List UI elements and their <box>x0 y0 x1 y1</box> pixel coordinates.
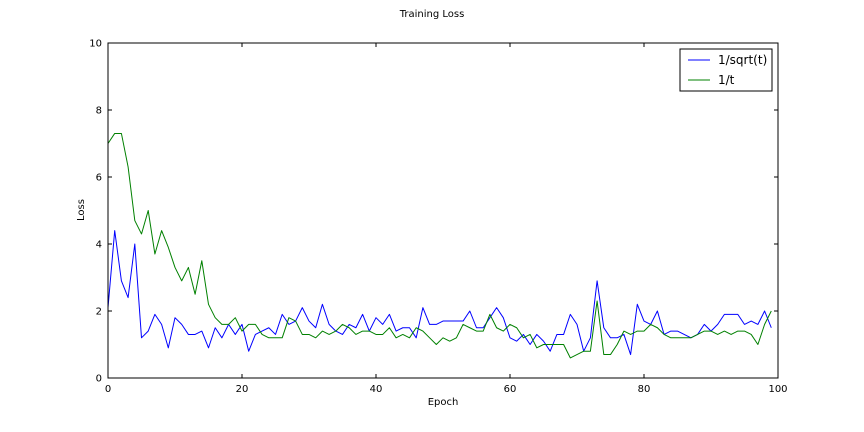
legend-label-1: 1/t <box>718 73 735 87</box>
y-tick-label: 6 <box>96 173 102 184</box>
tick-layer: 0 20 40 60 80 100 0 2 4 6 8 10 <box>89 39 787 396</box>
x-axis-label: Epoch <box>428 397 459 408</box>
series-layer <box>107 132 772 359</box>
x-tick-label: 80 <box>638 384 651 395</box>
series-line-1 <box>107 132 772 359</box>
legend-label-0: 1/sqrt(t) <box>718 53 767 67</box>
y-tick-label: 8 <box>96 106 102 117</box>
y-tick-label: 2 <box>96 307 102 318</box>
y-axis-label: Loss <box>76 199 87 221</box>
y-tick-label: 0 <box>96 374 102 385</box>
y-tick-label: 10 <box>89 39 102 50</box>
x-tick-label: 0 <box>105 384 111 395</box>
legend: 1/sqrt(t) 1/t <box>679 48 773 92</box>
x-tick-label: 100 <box>768 384 787 395</box>
plot-area-frame <box>107 42 779 379</box>
x-tick-label: 60 <box>504 384 517 395</box>
chart-title: Training Loss <box>399 9 465 20</box>
x-tick-label: 20 <box>236 384 249 395</box>
series-line-0 <box>107 230 772 356</box>
x-tick-label: 40 <box>370 384 383 395</box>
y-tick-label: 4 <box>96 240 102 251</box>
legend-box <box>679 48 773 92</box>
